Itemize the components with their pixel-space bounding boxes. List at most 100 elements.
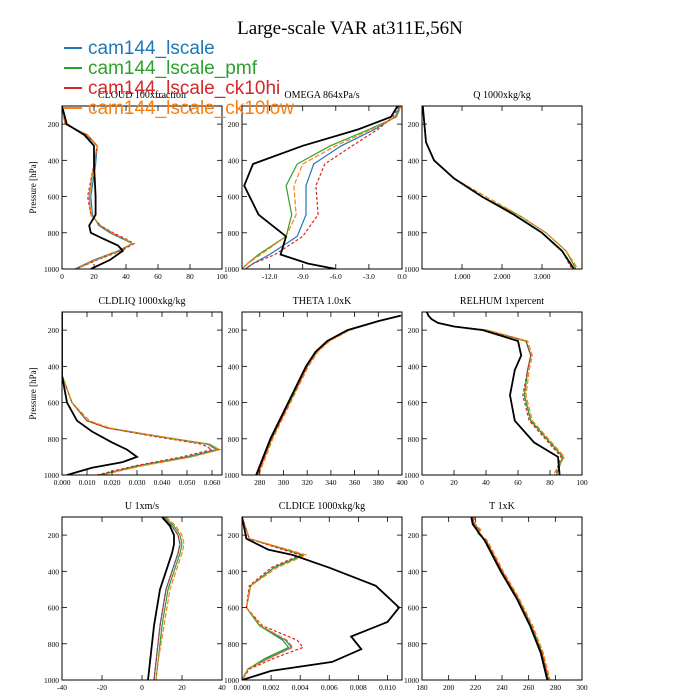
legend-entry-2: cam144_lscale_ck10hi xyxy=(64,78,280,99)
series-line-1 xyxy=(62,106,134,269)
legend-entry-0: cam144_lscale xyxy=(64,38,215,59)
x-tick-label: 0.008 xyxy=(350,683,367,692)
plot-frame xyxy=(421,516,583,681)
figure-title: Large-scale VAR at311E,56N xyxy=(237,18,463,39)
series-line-0 xyxy=(62,106,134,269)
y-tick-label: 800 xyxy=(228,229,240,238)
x-tick-label: 300 xyxy=(576,683,588,692)
series-line-4 xyxy=(147,517,175,680)
y-tick-label: 600 xyxy=(408,193,420,202)
legend-entry-1: cam144_lscale_pmf xyxy=(64,58,258,79)
series-line-3 xyxy=(473,517,551,680)
y-tick-label: 200 xyxy=(228,120,240,129)
y-tick-label: 400 xyxy=(228,156,240,165)
x-tick-label: 0 xyxy=(140,683,144,692)
series-line-2 xyxy=(422,106,573,269)
x-tick-label: 260 xyxy=(523,683,535,692)
x-tick-label: 280 xyxy=(550,683,562,692)
y-tick-label: 400 xyxy=(408,156,420,165)
y-tick-label: 600 xyxy=(408,399,420,408)
legend-label: cam144_lscale_ck10low xyxy=(88,98,294,119)
y-tick-label: 200 xyxy=(48,326,60,335)
legend-label: cam144_lscale xyxy=(88,38,215,59)
plot-frame xyxy=(241,516,403,681)
x-tick-label: 80 xyxy=(546,478,554,487)
y-tick-label: 1000 xyxy=(404,471,419,480)
series-line-4 xyxy=(62,106,125,269)
y-tick-label: 1000 xyxy=(224,676,239,685)
y-tick-label: 400 xyxy=(228,567,240,576)
series-line-3 xyxy=(426,312,566,475)
x-tick-label: 0.002 xyxy=(263,683,280,692)
series-line-1 xyxy=(155,517,183,680)
x-tick-label: 340 xyxy=(325,478,337,487)
panel-title: THETA 1.0xK xyxy=(293,296,352,307)
panel-2: Q 1000xkg/kg 1.000 2.000 3.000 200 400 600 800 1… xyxy=(404,90,583,281)
y-tick-label: 200 xyxy=(408,120,420,129)
y-tick-label: 200 xyxy=(228,531,240,540)
x-tick-label: 0.0 xyxy=(397,272,407,281)
panel-title: Q 1000xkg/kg xyxy=(473,90,531,101)
series-group xyxy=(470,517,551,680)
x-tick-label: 0.000 xyxy=(54,478,71,487)
x-tick-label: -9.0 xyxy=(297,272,309,281)
x-tick-label: 0.004 xyxy=(292,683,309,692)
y-tick-label: 600 xyxy=(408,604,420,613)
panel-title: CLDICE 1000xkg/kg xyxy=(279,501,365,512)
series-line-0 xyxy=(472,517,550,680)
x-tick-label: 40 xyxy=(218,683,226,692)
y-tick-label: 1000 xyxy=(44,471,59,480)
y-tick-label: 600 xyxy=(48,193,60,202)
plot-frame xyxy=(241,311,403,476)
x-tick-label: 400 xyxy=(396,478,408,487)
series-line-3 xyxy=(258,315,402,475)
x-tick-label: 320 xyxy=(302,478,314,487)
series-line-0 xyxy=(244,106,401,269)
series-line-1 xyxy=(426,312,564,475)
series-line-3 xyxy=(242,517,308,680)
y-tick-label: 200 xyxy=(408,326,420,335)
plot-frame xyxy=(61,311,223,476)
y-tick-label: 200 xyxy=(48,120,60,129)
panel-0: CLOUD 100xfraction 0 20 40 60 80 100 200 400 600 8… xyxy=(28,90,228,281)
panel-4: THETA 1.0xK 280 300 320 340 360 380 400 200 400 60… xyxy=(224,296,408,487)
x-tick-label: 280 xyxy=(254,478,266,487)
series-line-1 xyxy=(242,106,402,269)
y-tick-label: 400 xyxy=(48,567,60,576)
x-tick-label: 20 xyxy=(178,683,186,692)
x-tick-label: -20 xyxy=(97,683,107,692)
x-tick-label: 60 xyxy=(514,478,522,487)
x-tick-label: 360 xyxy=(349,478,361,487)
series-line-4 xyxy=(62,312,139,475)
series-group xyxy=(422,106,579,269)
series-line-2 xyxy=(62,312,214,475)
series-group xyxy=(425,312,566,475)
x-tick-label: -6.0 xyxy=(330,272,342,281)
x-tick-label: 0.050 xyxy=(179,478,196,487)
legend-label: cam144_lscale_ck10hi xyxy=(88,78,280,99)
series-line-2 xyxy=(62,106,136,269)
x-tick-label: 0.000 xyxy=(234,683,251,692)
y-tick-label: 800 xyxy=(48,229,60,238)
panel-title: U 1xm/s xyxy=(125,501,159,512)
series-line-1 xyxy=(472,517,550,680)
x-tick-label: 240 xyxy=(496,683,508,692)
panel-7: CLDICE 1000xkg/kg 0.000 0.002 0.004 0.006 0.0… xyxy=(224,501,403,692)
series-line-4 xyxy=(242,517,401,680)
panel-title: T 1xK xyxy=(489,501,515,512)
series-line-4 xyxy=(422,106,575,269)
legend-label: cam144_lscale_pmf xyxy=(88,58,258,79)
y-tick-label: 1000 xyxy=(224,471,239,480)
panel-title: OMEGA 864xPa/s xyxy=(284,90,359,101)
y-tick-label: 800 xyxy=(48,435,60,444)
y-tick-label: 800 xyxy=(408,435,420,444)
series-group xyxy=(242,106,402,269)
series-line-2 xyxy=(472,517,550,680)
panel-title: CLOUD 100xfraction xyxy=(98,90,186,101)
x-tick-label: 0.006 xyxy=(321,683,338,692)
panel-title: RELHUM 1xpercent xyxy=(460,296,544,307)
y-tick-label: 800 xyxy=(228,435,240,444)
x-tick-label: 0.060 xyxy=(204,478,221,487)
